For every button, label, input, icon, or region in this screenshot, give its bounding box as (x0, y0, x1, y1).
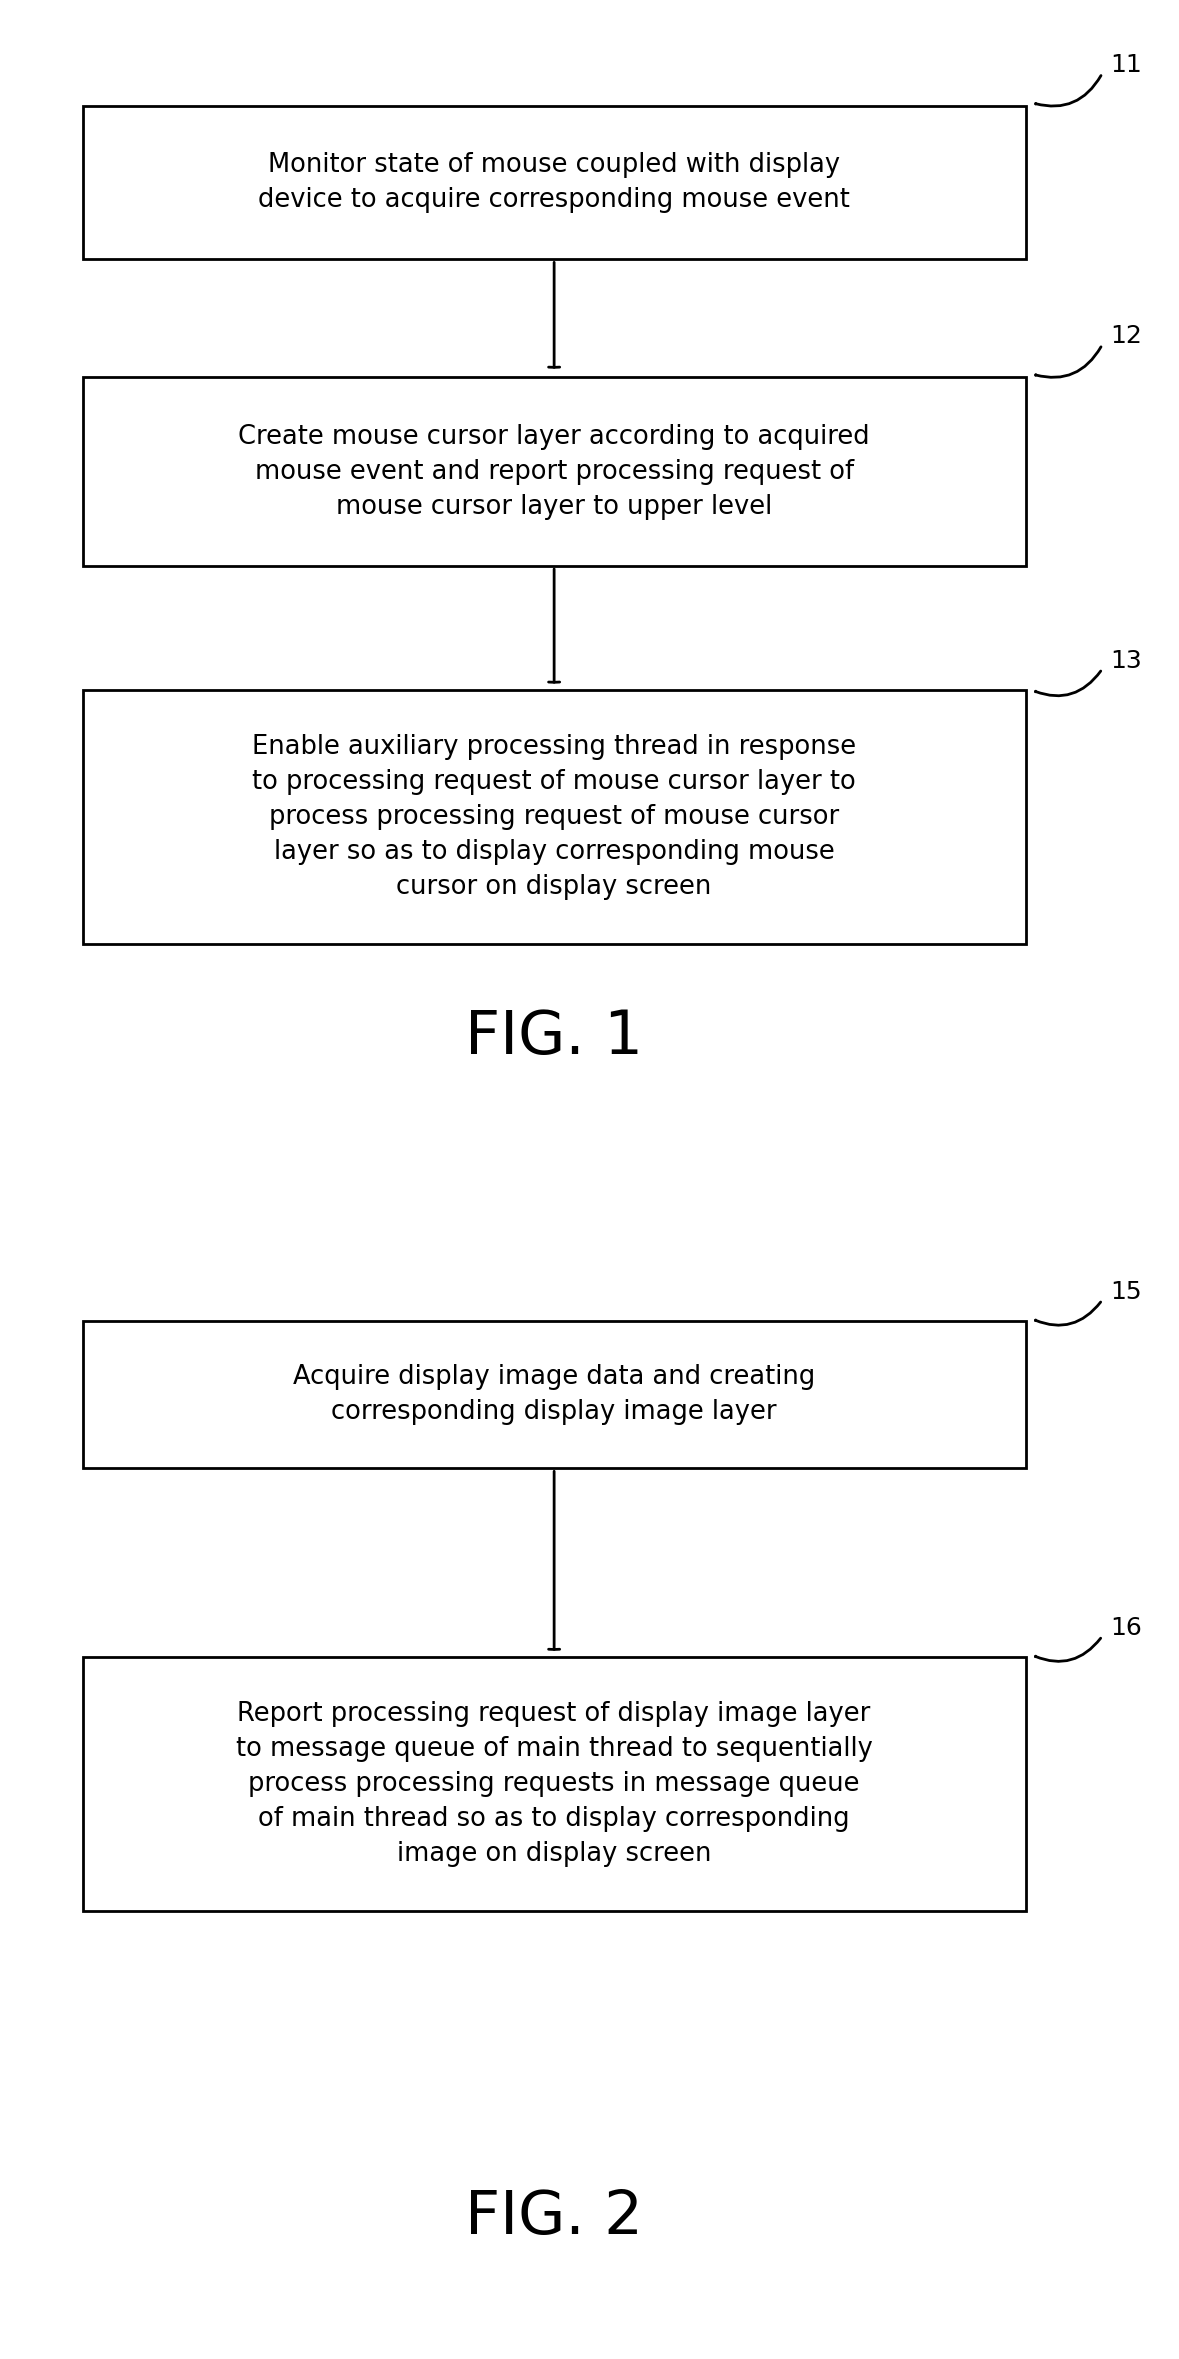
Text: 13: 13 (1111, 649, 1141, 672)
Text: 11: 11 (1111, 52, 1141, 78)
Text: 15: 15 (1111, 1279, 1141, 1305)
Text: Enable auxiliary processing thread in response
to processing request of mouse cu: Enable auxiliary processing thread in re… (252, 734, 856, 899)
FancyArrowPatch shape (1035, 670, 1101, 696)
FancyBboxPatch shape (83, 1656, 1026, 1911)
FancyArrowPatch shape (1035, 1302, 1101, 1326)
Text: 12: 12 (1109, 323, 1142, 349)
FancyBboxPatch shape (83, 1321, 1026, 1467)
FancyArrowPatch shape (1035, 1637, 1101, 1661)
FancyArrowPatch shape (1035, 347, 1101, 377)
Text: FIG. 2: FIG. 2 (466, 2187, 643, 2248)
Text: 16: 16 (1109, 1616, 1142, 1640)
Text: Monitor state of mouse coupled with display
device to acquire corresponding mous: Monitor state of mouse coupled with disp… (258, 153, 850, 212)
FancyArrowPatch shape (1035, 75, 1101, 106)
Text: FIG. 1: FIG. 1 (466, 1007, 643, 1069)
FancyBboxPatch shape (83, 691, 1026, 944)
Text: Create mouse cursor layer according to acquired
mouse event and report processin: Create mouse cursor layer according to a… (238, 425, 870, 519)
Text: Report processing request of display image layer
to message queue of main thread: Report processing request of display ima… (236, 1701, 872, 1866)
FancyBboxPatch shape (83, 377, 1026, 566)
FancyBboxPatch shape (83, 106, 1026, 259)
Text: Acquire display image data and creating
corresponding display image layer: Acquire display image data and creating … (294, 1364, 815, 1425)
